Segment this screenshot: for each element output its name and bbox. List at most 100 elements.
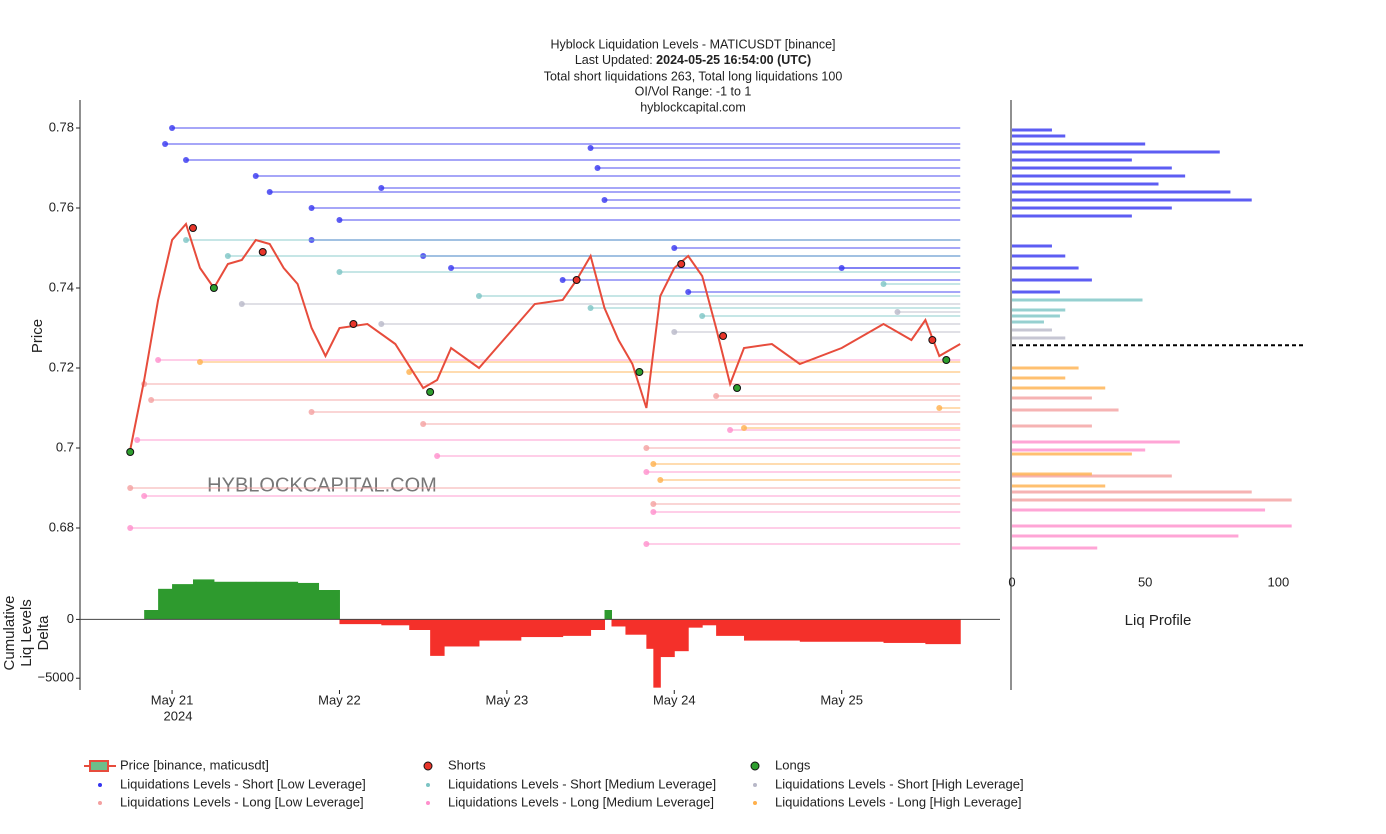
delta-bar [625,619,647,635]
delta-bar [158,588,173,620]
x-tick-label: May 21 [151,692,194,707]
profile-tick-label: 0 [1008,574,1015,589]
profile-bar [1012,314,1060,318]
short-marker [719,332,728,340]
long-marker [209,284,218,292]
delta-bar [646,619,654,649]
liq-dot [448,265,455,271]
profile-bar [1012,396,1092,400]
liq-dot [127,485,134,491]
profile-bar [1012,490,1252,494]
short-marker [677,260,686,268]
legend-swatch [98,783,102,787]
y-tick-label: 0.72 [49,359,74,374]
delta-bar [381,619,410,626]
profile-bar [1012,190,1231,194]
profile-bar [1012,254,1066,258]
liq-dot [148,397,155,403]
long-marker [733,384,742,392]
profile-bar [1012,320,1044,324]
liq-dot [650,461,657,467]
delta-bar [702,619,717,626]
updated-line: Last Updated: 2024-05-25 16:54:00 (UTC) [575,53,811,67]
legend-label: Liquidations Levels - Short [Low Leverag… [120,776,366,791]
liq-dot [643,445,650,451]
long-marker [126,448,135,456]
liq-dot [238,301,245,307]
legend-swatch [753,801,757,805]
updated-prefix: Last Updated: [575,53,656,67]
liq-dot [643,541,650,547]
source: hyblockcapital.com [640,100,746,114]
liq-dot [378,185,385,191]
delta-bar [744,619,801,641]
legend-swatch [753,783,757,787]
liq-dot [671,329,678,335]
profile-bar [1012,546,1098,550]
delta-bar [192,579,215,620]
liq-dot [155,357,162,363]
legend-label: Liquidations Levels - Short [High Levera… [775,776,1024,791]
liq-dot [741,425,748,431]
delta-bar [883,619,926,643]
liq-dot [266,189,273,195]
short-marker [188,224,197,232]
delta-bar [799,619,885,642]
profile-bar [1012,484,1106,488]
liq-dot [336,217,343,223]
x-year-label: 2024 [164,708,193,723]
profile-bar [1012,158,1132,162]
profile-bar [1012,244,1052,248]
long-marker [426,388,435,396]
liq-dot [183,237,190,243]
profile-bar [1012,448,1146,452]
profile-bar [1012,278,1092,282]
liq-dot [336,269,343,275]
legend-label: Liquidations Levels - Short [Medium Leve… [448,776,716,791]
profile-bar [1012,206,1172,210]
liq-dot [657,477,664,483]
delta-tick-label: 0 [67,611,74,626]
short-marker [349,320,358,328]
delta-bar [653,619,661,688]
legend-label: Longs [775,757,811,772]
long-marker [942,356,951,364]
delta-bar [297,582,320,620]
legend-label: Liquidations Levels - Long [High Leverag… [775,794,1021,809]
legend-label: Liquidations Levels - Long [Low Leverage… [120,794,364,809]
x-tick-label: May 23 [486,692,529,707]
legend-swatch [426,783,430,787]
profile-bar [1012,266,1079,270]
profile-tick-label: 50 [1138,574,1152,589]
profile-bar [1012,128,1052,132]
y-tick-label: 0.7 [56,439,74,454]
profile-bar [1012,408,1119,412]
legend-label: Shorts [448,757,486,772]
liq-dot [134,437,141,443]
y-tick-label: 0.74 [49,279,74,294]
liq-dot [727,427,734,433]
profile-bar [1012,386,1106,390]
liq-dot [559,277,566,283]
profile-bar [1012,182,1159,186]
profile-bar [1012,474,1172,478]
liq-dot [127,525,134,531]
delta-bar [520,619,564,638]
chart-title: Hyblock Liquidation Levels - MATICUSDT [… [550,37,835,51]
x-tick-label: May 24 [653,692,696,707]
profile-bar [1012,290,1060,294]
liq-dot [420,421,427,427]
liq-dot [252,173,259,179]
short-marker [258,248,267,256]
profile-bar [1012,134,1066,138]
delta-bar [674,619,689,652]
short-marker [572,276,581,284]
delta-bar [604,610,612,620]
delta-bar [688,619,703,628]
delta-bar [611,619,626,627]
profile-tick-label: 100 [1268,574,1290,589]
profile-bar [1012,150,1220,154]
profile-bar [1012,174,1186,178]
profile-bar [1012,298,1143,302]
